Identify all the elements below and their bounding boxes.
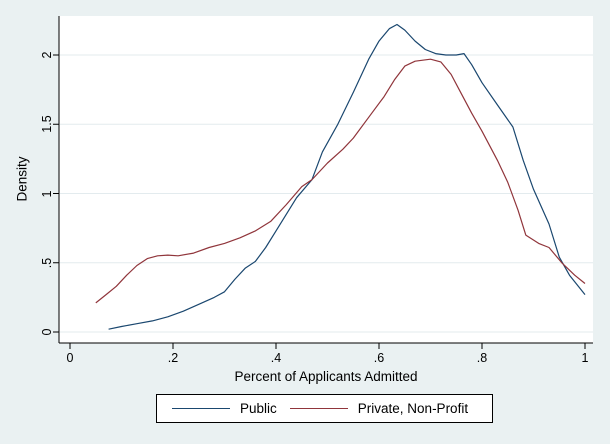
legend: Public Private, Non-Profit bbox=[156, 394, 493, 423]
y-tick-label-0: 0 bbox=[40, 328, 54, 336]
x-tick-label-.4: .4 bbox=[270, 351, 282, 365]
series-line-private bbox=[95, 58, 586, 304]
legend-label-public: Public bbox=[240, 401, 277, 416]
legend-line-sample-public bbox=[172, 408, 230, 409]
y-axis-title: Density bbox=[14, 156, 30, 202]
x-tick-label-.6: .6 bbox=[373, 351, 385, 365]
legend-line-sample-private bbox=[289, 408, 348, 409]
x-tick-label-0: 0 bbox=[66, 351, 74, 365]
y-tick-label-2: 2 bbox=[40, 51, 54, 59]
x-tick-label-.8: .8 bbox=[476, 351, 488, 365]
y-tick-label-.5: .5 bbox=[40, 257, 54, 268]
x-tick-label-1: 1 bbox=[581, 351, 589, 365]
y-tick-label-1: 1 bbox=[40, 190, 54, 197]
legend-label-private: Private, Non-Profit bbox=[357, 401, 469, 416]
y-tick-label-1.5: 1.5 bbox=[40, 115, 54, 133]
series-line-public bbox=[108, 23, 586, 330]
x-axis-title: Percent of Applicants Admitted bbox=[234, 369, 418, 384]
x-tick-label-.2: .2 bbox=[167, 351, 179, 365]
plot-area bbox=[59, 16, 593, 343]
